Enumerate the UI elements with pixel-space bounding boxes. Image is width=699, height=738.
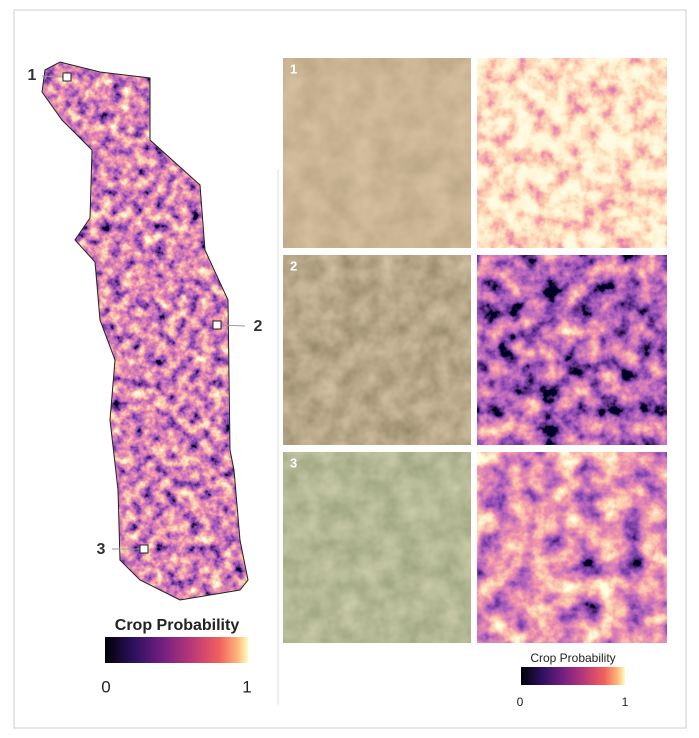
satellite-tile	[283, 58, 471, 248]
legend-max: 1	[242, 677, 251, 696]
satellite-tile	[283, 452, 471, 643]
legend-title: Crop Probability	[530, 651, 615, 665]
marker-label: 1	[28, 67, 37, 84]
marker-label: 3	[97, 541, 106, 558]
tile-label: 3	[290, 455, 297, 470]
legend-min: 0	[101, 677, 110, 696]
satellite-tile	[283, 255, 471, 445]
probability-tile	[477, 58, 667, 248]
tile-label: 1	[290, 61, 297, 76]
probability-tile	[477, 452, 667, 643]
tile-label: 2	[290, 258, 297, 273]
colorbar	[521, 667, 625, 685]
marker-label: 2	[254, 318, 263, 335]
legend-title: Crop Probability	[115, 617, 240, 634]
colorbar	[105, 637, 248, 663]
legend-max: 1	[622, 695, 629, 709]
figure: 1 2 3 Crop Probability 0 1 1 2 3 Crop Pr…	[0, 0, 699, 738]
legend-min: 0	[517, 695, 524, 709]
probability-tile	[477, 255, 667, 445]
